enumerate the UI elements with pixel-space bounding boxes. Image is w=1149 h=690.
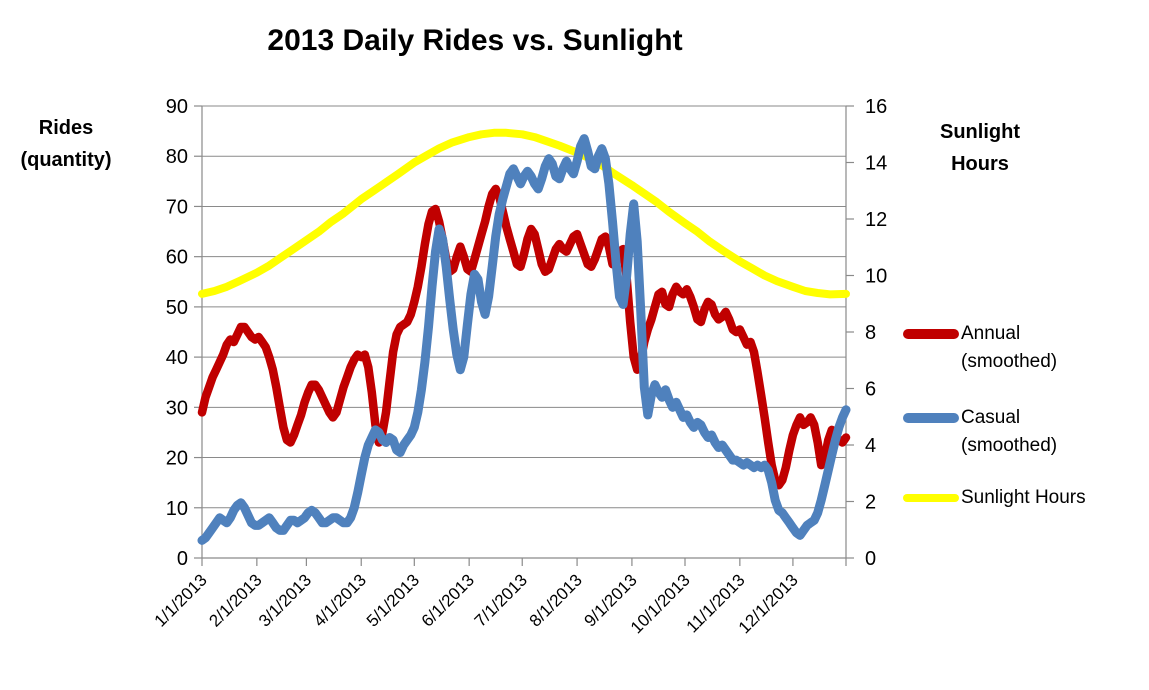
- right-axis-tick-label: 10: [865, 266, 887, 288]
- x-axis-tick-labels: 1/1/20132/1/20133/1/20134/1/20135/1/2013…: [151, 570, 802, 637]
- left-axis-tick-label: 10: [166, 498, 188, 520]
- left-axis-tick-labels: 90 80 70 60 50 40 30 20 10 0: [166, 96, 188, 570]
- legend-item-casual: Casual (smoothed): [903, 404, 1149, 460]
- right-axis-tick-labels: 16 14 12 10 8 6 4 2 0: [865, 96, 887, 570]
- legend-item-sunlight: Sunlight Hours: [903, 484, 1149, 512]
- chart-title: 2013 Daily Rides vs. Sunlight: [267, 24, 683, 57]
- casual-line-swatch: [903, 413, 959, 423]
- series-line-casual: [197, 134, 851, 545]
- series-lines: [197, 128, 851, 545]
- series-line-sunlight: [198, 128, 850, 299]
- right-axis-tick-label: 8: [865, 322, 876, 344]
- right-axis-tick-label: 14: [865, 153, 887, 175]
- series-line-annual: [197, 184, 851, 490]
- legend-item-annual: Annual (smoothed): [903, 320, 1149, 376]
- x-axis-tick-label: 1/1/2013: [151, 570, 211, 630]
- right-axis-tick-label: 6: [865, 379, 876, 401]
- left-axis-tick-label: 80: [166, 146, 188, 168]
- legend-label-casual: Casual (smoothed): [961, 407, 1058, 456]
- x-axis-tick-label: 3/1/2013: [255, 570, 315, 630]
- right-axis-tick-label: 4: [865, 435, 876, 457]
- annual-line-swatch: [903, 329, 959, 339]
- axes: [194, 105, 854, 566]
- left-axis-tick-label: 50: [166, 297, 188, 319]
- left-axis-tick-label: 70: [166, 196, 188, 218]
- right-axis-title: Sunlight Hours: [940, 121, 1020, 175]
- x-axis-tick-label: 6/1/2013: [418, 570, 478, 630]
- right-axis-tick-label: 16: [865, 96, 887, 118]
- x-axis-tick-label: 4/1/2013: [310, 570, 370, 630]
- x-axis-tick-label: 8/1/2013: [526, 570, 586, 630]
- left-axis-tick-label: 90: [166, 96, 188, 118]
- sunlight-line-swatch: [903, 494, 959, 502]
- legend-label-sunlight: Sunlight Hours: [961, 487, 1086, 508]
- x-axis-tick-label: 2/1/2013: [205, 570, 265, 630]
- right-axis-tick-label: 2: [865, 492, 876, 514]
- x-axis-tick-label: 5/1/2013: [363, 570, 423, 630]
- x-axis-tick-label: 7/1/2013: [471, 570, 531, 630]
- left-axis-title: Rides (quantity): [20, 117, 112, 171]
- left-axis-tick-label: 30: [166, 397, 188, 419]
- left-axis-tick-label: 0: [177, 548, 188, 570]
- legend-label-annual: Annual (smoothed): [961, 323, 1058, 372]
- right-axis-tick-label: 12: [865, 209, 887, 231]
- left-axis-tick-label: 60: [166, 247, 188, 269]
- right-axis-tick-label: 0: [865, 548, 876, 570]
- left-axis-tick-label: 20: [166, 448, 188, 470]
- left-axis-tick-label: 40: [166, 347, 188, 369]
